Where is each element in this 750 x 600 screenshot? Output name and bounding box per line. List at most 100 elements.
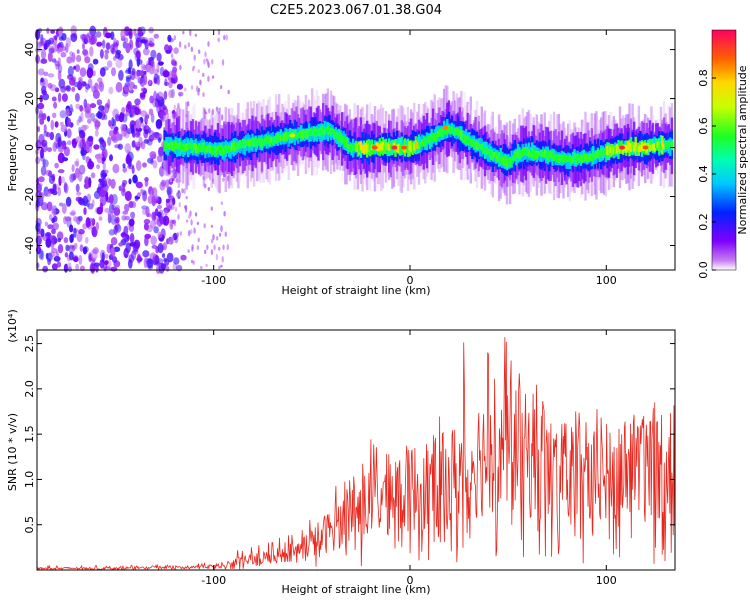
spectrogram-cell	[48, 175, 56, 185]
spectrogram-cell	[628, 142, 631, 150]
spectrogram-cell	[438, 129, 441, 137]
spectrogram-cell	[51, 44, 59, 53]
spectrogram-cell	[505, 158, 509, 168]
spectrogram-cell	[111, 117, 115, 127]
spectrogram-cell	[40, 58, 48, 64]
spectrogram-cell	[167, 205, 173, 210]
spectrogram-cell	[65, 37, 71, 48]
spectrogram-cell	[254, 137, 257, 147]
spectrogram-cell	[625, 144, 628, 153]
spectrogram-cell	[121, 106, 126, 114]
spectrogram-cell	[559, 155, 562, 163]
spectrogram-cell	[42, 158, 46, 167]
spectrogram-cell	[179, 141, 182, 149]
spectrogram-cell	[317, 128, 320, 137]
spectrogram-cell	[132, 174, 138, 184]
spectrogram-cell	[78, 254, 83, 265]
spectrogram-cell	[472, 140, 476, 147]
spectrogram-cell	[469, 138, 472, 146]
spectrogram-cell	[298, 132, 301, 139]
snr-ytick-label: 1.0	[23, 471, 36, 489]
spectrogram-cell	[282, 133, 286, 142]
spectrogram-cell	[461, 133, 465, 143]
spectrogram-cell	[91, 226, 98, 238]
spectrogram-cell	[424, 136, 427, 146]
spectrogram-cell	[215, 106, 219, 112]
spectrogram-cell	[493, 152, 496, 158]
spectrogram-cell	[124, 69, 132, 74]
spectrogram-cell	[344, 139, 347, 148]
spectrogram-xtick-label: 100	[596, 274, 617, 287]
spectrogram-cell	[546, 151, 549, 161]
spectrogram-cell	[43, 124, 47, 134]
spectrogram-cell	[98, 81, 105, 92]
spectrogram-cell	[340, 135, 344, 144]
spectrogram-cell	[278, 135, 281, 141]
spectrogram-cell	[170, 78, 176, 84]
spectrogram-cell	[137, 77, 144, 84]
spectrogram-cell	[193, 142, 196, 150]
spectrogram-cell	[216, 236, 219, 241]
spectrogram-cell	[220, 201, 224, 206]
spectrogram-cell	[83, 207, 87, 216]
spectrogram-cell	[51, 208, 57, 215]
spectrogram-cell	[659, 143, 663, 150]
spectrogram-cell	[40, 49, 47, 60]
spectrogram-cell	[51, 217, 56, 224]
spectrogram-peak	[442, 125, 449, 130]
spectrogram-cell	[37, 68, 45, 76]
spectrogram-cell	[101, 180, 108, 188]
spectrogram-cell	[77, 142, 83, 149]
spectrogram-cell	[166, 252, 174, 263]
spectrogram-cell	[45, 237, 52, 248]
spectrogram-cell	[101, 156, 106, 162]
spectrogram-cell	[197, 88, 201, 93]
spectrogram-cell	[142, 250, 150, 258]
spectrogram-cell	[257, 137, 260, 144]
spectrogram-cell	[225, 34, 228, 41]
spectrogram-cell	[98, 138, 105, 143]
spectrogram-cell	[174, 206, 178, 212]
spectrogram-cell	[574, 155, 578, 165]
spectrogram-cell	[634, 142, 637, 150]
spectrogram-cell	[99, 202, 104, 214]
spectrogram-cell	[66, 128, 72, 139]
spectrogram-cell	[126, 128, 132, 135]
spectrogram-cell	[199, 146, 202, 153]
spectrogram-cell	[479, 144, 482, 150]
spectrogram-cell	[61, 203, 67, 214]
spectrogram-cell	[123, 225, 129, 236]
spectrogram-cell	[149, 95, 154, 104]
spectrogram-cell	[276, 133, 279, 142]
spectrogram-cell	[140, 188, 144, 194]
spectrogram-cell	[508, 157, 512, 167]
spectrogram-cell	[178, 192, 182, 197]
spectrogram-cell	[309, 127, 312, 136]
spectrogram-cell	[156, 104, 162, 114]
spectrogram-cell	[633, 144, 636, 152]
spectrogram-cell	[667, 140, 670, 147]
spectrogram-cell	[92, 58, 99, 65]
spectrogram-cell	[194, 144, 198, 153]
spectrogram-cell	[128, 178, 132, 185]
spectrogram-cell	[108, 130, 114, 137]
spectrogram-cell	[51, 239, 55, 248]
spectrogram-cell	[579, 155, 582, 162]
spectrogram-cell	[46, 201, 53, 212]
spectrogram-cell	[170, 58, 176, 66]
spectrogram-cell	[537, 151, 540, 157]
snr-ytick-label: 0.5	[23, 516, 36, 534]
spectrogram-cell	[66, 140, 72, 146]
spectrogram-cell	[98, 216, 103, 221]
spectrogram-cell	[211, 58, 214, 65]
spectrogram-cell	[61, 33, 67, 41]
spectrogram-cell	[71, 139, 77, 149]
spectrogram-cell	[366, 145, 369, 153]
spectrogram-peak	[371, 145, 378, 150]
snr-ylabel: SNR (10 * v/v)	[6, 413, 19, 491]
spectrogram-cell	[463, 134, 466, 144]
spectrogram-cell	[124, 203, 130, 212]
spectrogram-cell	[593, 153, 597, 160]
spectrogram-cell	[95, 264, 99, 273]
